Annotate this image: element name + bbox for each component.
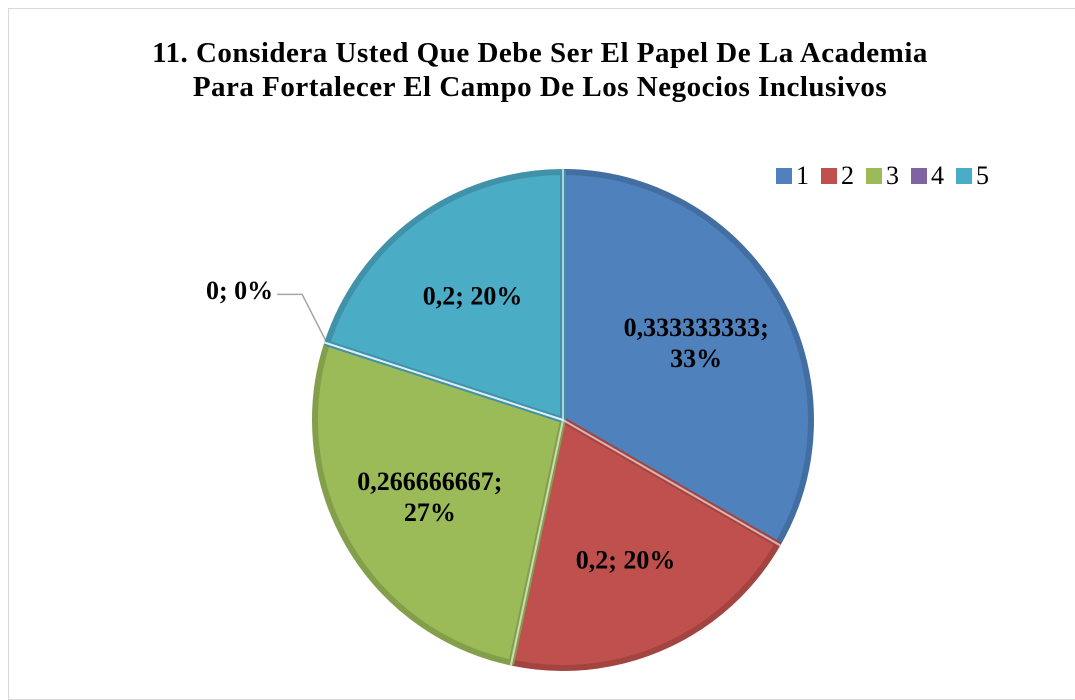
legend-swatch — [776, 168, 792, 184]
data-label: 0,2; 20% — [575, 545, 676, 575]
legend-label: 2 — [841, 161, 854, 190]
pie-slice — [508, 417, 781, 671]
pie-slice — [312, 340, 566, 666]
data-label: 0,2; 20% — [422, 281, 523, 311]
slice-separator — [509, 419, 564, 666]
legend-swatch — [911, 168, 927, 184]
pie-slice — [560, 169, 814, 547]
legend-swatch — [956, 168, 972, 184]
slice-separator — [323, 341, 564, 421]
legend-label: 3 — [886, 161, 899, 190]
leader-line — [277, 293, 328, 344]
legend-swatch — [821, 168, 837, 184]
legend-label: 5 — [976, 161, 989, 190]
legend-label: 1 — [796, 161, 809, 190]
data-label: 0,266666667; 27% — [357, 466, 503, 527]
legend-swatch — [866, 168, 882, 184]
data-label: 0; 0% — [205, 276, 274, 306]
legend-label: 4 — [931, 161, 944, 190]
pie-slice — [324, 169, 566, 423]
slice-separator — [562, 419, 781, 547]
chart-title: 11. Considera Usted Que Debe Ser El Pape… — [152, 37, 928, 103]
data-label: 0,333333333; 33% — [623, 313, 769, 374]
